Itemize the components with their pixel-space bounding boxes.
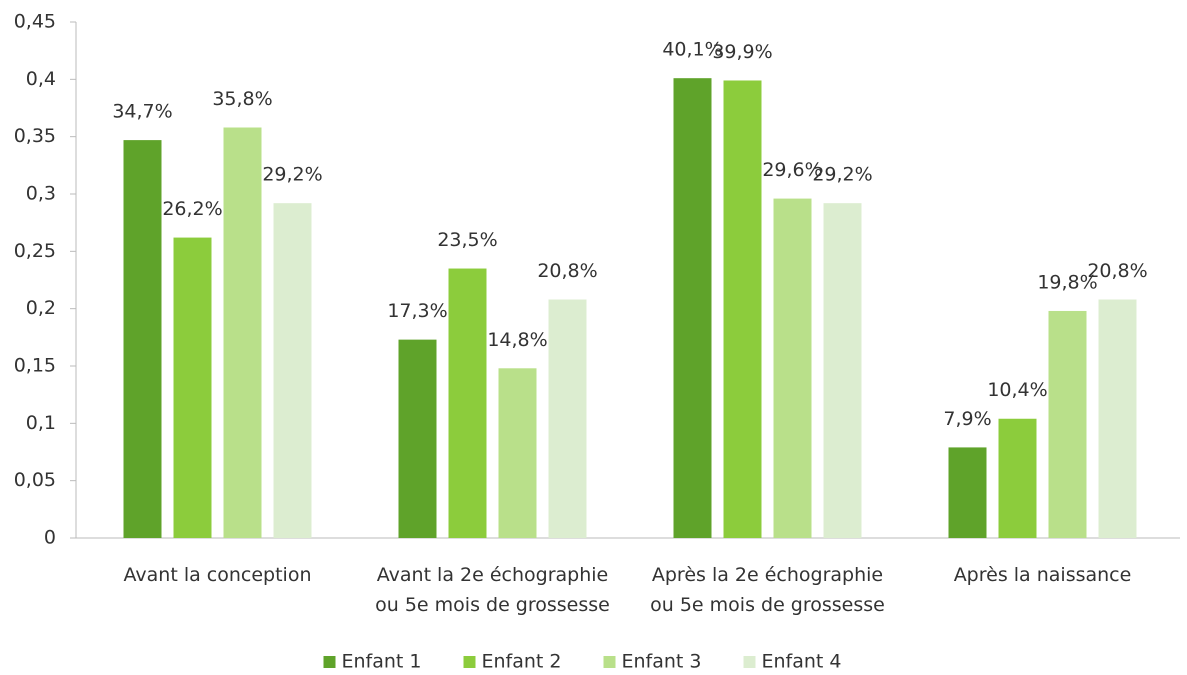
bar bbox=[948, 447, 987, 538]
bar bbox=[448, 268, 487, 538]
data-label: 19,8% bbox=[1037, 271, 1097, 293]
data-label: 39,9% bbox=[712, 41, 772, 63]
y-tick-label: 0,15 bbox=[14, 355, 56, 377]
legend-label: Enfant 3 bbox=[622, 651, 702, 673]
data-label: 17,3% bbox=[387, 300, 447, 322]
x-tick-label: Après la 2e échographie ou 5e mois de gr… bbox=[650, 564, 885, 616]
bar bbox=[823, 203, 862, 538]
y-tick-label: 0,05 bbox=[14, 469, 56, 491]
bar bbox=[123, 140, 162, 538]
bar bbox=[773, 198, 812, 538]
legend-label: Enfant 1 bbox=[342, 651, 422, 673]
data-label: 29,2% bbox=[812, 164, 872, 186]
y-tick-label: 0,45 bbox=[14, 11, 56, 33]
data-label: 29,6% bbox=[762, 159, 822, 181]
x-tick-label: Avant la conception bbox=[123, 564, 312, 586]
data-label: 20,8% bbox=[537, 260, 597, 282]
y-tick-label: 0,3 bbox=[26, 183, 56, 205]
bar bbox=[273, 203, 312, 538]
bar bbox=[498, 368, 537, 538]
y-tick-label: 0,1 bbox=[26, 412, 56, 434]
data-label: 34,7% bbox=[112, 101, 172, 123]
legend-swatch bbox=[603, 656, 616, 668]
data-label: 7,9% bbox=[943, 408, 991, 430]
y-tick-label: 0 bbox=[44, 527, 56, 549]
data-label: 20,8% bbox=[1087, 260, 1147, 282]
bar bbox=[173, 237, 212, 538]
bar bbox=[398, 339, 437, 538]
bar bbox=[223, 127, 262, 538]
data-label: 14,8% bbox=[487, 329, 547, 351]
legend-swatch bbox=[463, 656, 476, 668]
bar bbox=[548, 299, 587, 538]
data-label: 35,8% bbox=[212, 88, 272, 110]
legend-swatch bbox=[743, 656, 756, 668]
data-label: 10,4% bbox=[987, 379, 1047, 401]
bar bbox=[1048, 310, 1087, 538]
x-tick-label: Avant la 2e échographie ou 5e mois de gr… bbox=[375, 564, 610, 616]
legend-label: Enfant 4 bbox=[762, 651, 842, 673]
bar bbox=[673, 78, 712, 538]
y-tick-label: 0,4 bbox=[26, 68, 56, 90]
legend-swatch bbox=[323, 656, 336, 668]
bar bbox=[998, 418, 1037, 538]
data-label: 23,5% bbox=[437, 229, 497, 251]
bar bbox=[723, 80, 762, 538]
data-label: 26,2% bbox=[162, 198, 222, 220]
data-label: 40,1% bbox=[662, 39, 722, 61]
bar bbox=[1098, 299, 1137, 538]
legend-label: Enfant 2 bbox=[482, 651, 562, 673]
y-tick-label: 0,25 bbox=[14, 240, 56, 262]
y-tick-label: 0,35 bbox=[14, 125, 56, 147]
y-tick-label: 0,2 bbox=[26, 297, 56, 319]
data-label: 29,2% bbox=[262, 164, 322, 186]
x-tick-label: Après la naissance bbox=[953, 564, 1132, 586]
